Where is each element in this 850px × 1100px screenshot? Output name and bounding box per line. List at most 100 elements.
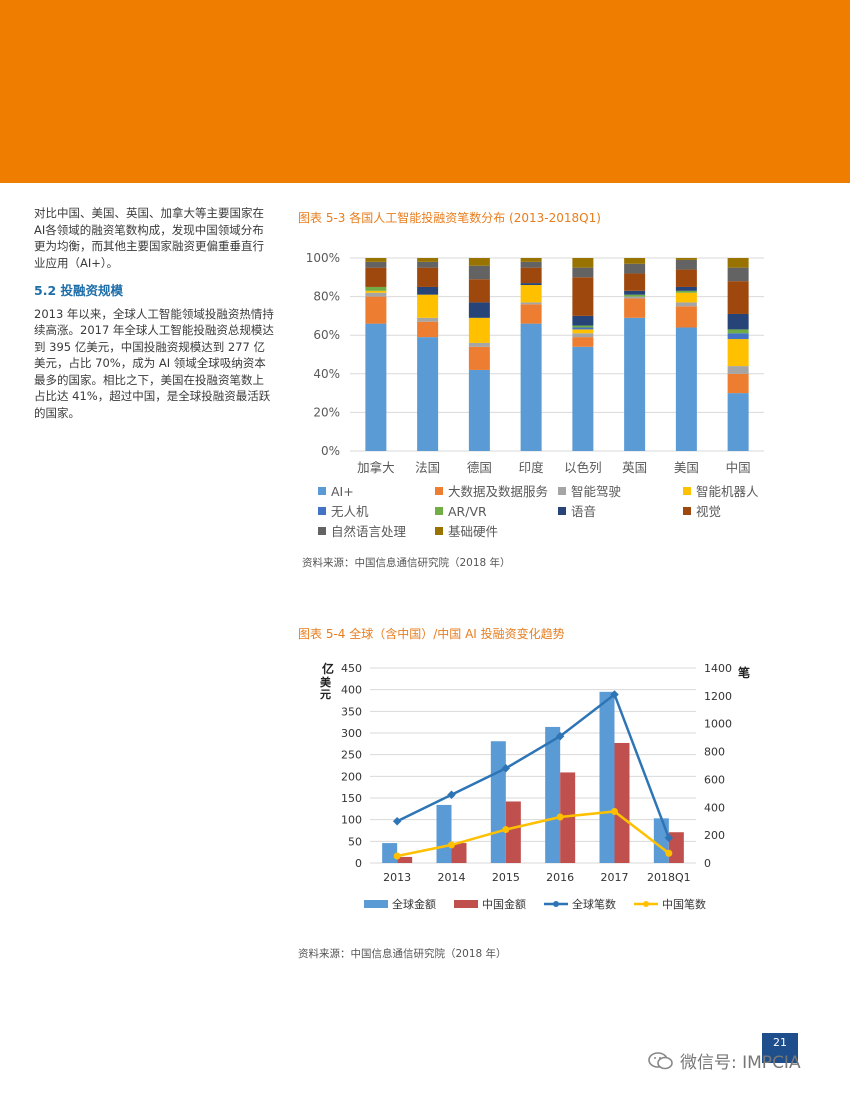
line-marker [556, 813, 564, 821]
line-marker [664, 833, 674, 843]
x-tick-label: 中国 [726, 460, 751, 475]
bar-segment [468, 369, 490, 451]
y-left-tick-label: 300 [341, 727, 362, 740]
y-tick-label: 0% [321, 444, 340, 458]
bar-segment [572, 337, 594, 347]
y-right-tick-label: 1200 [704, 690, 732, 703]
legend-label: 基础硬件 [448, 524, 498, 539]
intro-paragraph: 对比中国、美国、英国、加拿大等主要国家在AI各领域的融资笔数构成，发现中国领域分… [34, 206, 264, 270]
legend-label: 视觉 [696, 504, 721, 519]
bar-segment [624, 298, 646, 318]
figure2-title: 图表 5-4 全球（含中国）/中国 AI 投融资变化趋势 [298, 627, 565, 641]
line-marker [555, 732, 565, 741]
figure1-source: 资料来源：中国信息通信研究院（2018 年） [302, 557, 511, 569]
bar-segment [727, 339, 749, 367]
watermark: 微信号: IMPCIA [648, 1048, 801, 1073]
bar-segment [468, 342, 490, 347]
legend-label: 智能机器人 [696, 484, 759, 499]
legend-swatch [558, 487, 566, 495]
bar-segment [417, 267, 439, 287]
y-right-tick-label: 400 [704, 801, 725, 814]
series-line [396, 692, 671, 839]
bar-segment [675, 259, 697, 270]
x-tick-label: 加拿大 [357, 460, 395, 475]
legend-swatch [553, 901, 559, 907]
left-text-column: 对比中国、美国、英国、加拿大等主要国家在AI各领域的融资笔数构成，发现中国领域分… [34, 205, 274, 431]
legend-label: 智能驾驶 [571, 484, 622, 499]
y-tick-label: 20% [313, 405, 340, 419]
bar-segment [520, 283, 542, 286]
legend-label: AR/VR [448, 504, 487, 519]
bar-segment [624, 273, 646, 291]
bar-segment [520, 261, 542, 268]
line-marker [447, 790, 456, 799]
bar-segment [572, 325, 594, 328]
bar-segment [365, 323, 387, 451]
y-left-tick-label: 50 [348, 835, 362, 848]
legend-label: AI+ [331, 484, 354, 499]
x-tick-label: 2015 [492, 871, 520, 884]
bar-segment [624, 296, 646, 299]
y-left-tick-label: 150 [341, 792, 362, 805]
y-tick-label: 40% [313, 367, 340, 381]
x-tick-label: 2016 [546, 871, 574, 884]
page-number-text: 21 [773, 1036, 787, 1049]
bar-segment [572, 327, 594, 330]
y-left-tick-label: 350 [341, 705, 362, 718]
legend-label: 全球笔数 [572, 897, 616, 911]
legend-label: 无人机 [331, 504, 369, 519]
bar-segment [675, 269, 697, 287]
bar-segment [365, 290, 387, 293]
bar-segment [572, 277, 594, 316]
line-marker [611, 807, 618, 815]
bar [397, 856, 413, 863]
y-right-unit-label: 笔 [738, 665, 750, 680]
bar-segment [727, 333, 749, 340]
line-marker [665, 849, 673, 857]
bar [599, 691, 615, 863]
legend-swatch [454, 900, 478, 908]
y-left-tick-label: 100 [341, 814, 362, 827]
bar-segment [727, 366, 749, 374]
bar-segment [365, 296, 387, 324]
section-heading: 5.2 投融资规模 [34, 283, 123, 298]
bar [668, 832, 684, 863]
legend-swatch [318, 527, 326, 535]
bar-segment [727, 281, 749, 314]
legend-swatch [435, 527, 443, 535]
bar [382, 843, 398, 863]
figure2-source: 资料来源：中国信息通信研究院（2018 年） [298, 948, 507, 960]
bar-segment [417, 258, 439, 262]
bar-segment [727, 267, 749, 282]
y-left-tick-label: 0 [355, 857, 362, 870]
y-right-tick-label: 1000 [704, 718, 732, 731]
bar [490, 741, 506, 863]
bar-segment [572, 315, 594, 326]
bar-segment [365, 292, 387, 297]
x-tick-label: 美国 [674, 460, 699, 475]
legend-swatch [435, 487, 443, 495]
x-tick-label: 2017 [601, 871, 629, 884]
bar-segment [675, 306, 697, 328]
bar-segment [365, 258, 387, 262]
legend-label: 中国笔数 [662, 897, 706, 911]
bar [614, 742, 630, 863]
bar-segment [520, 285, 542, 303]
bar-segment [468, 317, 490, 343]
bar [545, 726, 561, 863]
bar-segment [624, 290, 646, 295]
bar-segment [727, 393, 749, 451]
series-line [396, 810, 670, 858]
bar-segment [468, 302, 490, 318]
y-right-tick-label: 600 [704, 773, 725, 786]
x-tick-label: 2018Q1 [647, 871, 691, 884]
bar-segment [468, 346, 490, 370]
legend-swatch [558, 507, 566, 515]
x-tick-label: 德国 [467, 460, 492, 475]
legend-label: 自然语言处理 [331, 524, 407, 539]
bar [451, 843, 467, 863]
body-paragraph: 2013 年以来，全球人工智能领域投融资热情持续高涨。2017 年全球人工智能投… [34, 306, 274, 420]
y-left-tick-label: 250 [341, 749, 362, 762]
y-right-tick-label: 800 [704, 746, 725, 759]
bar-segment [675, 327, 697, 451]
